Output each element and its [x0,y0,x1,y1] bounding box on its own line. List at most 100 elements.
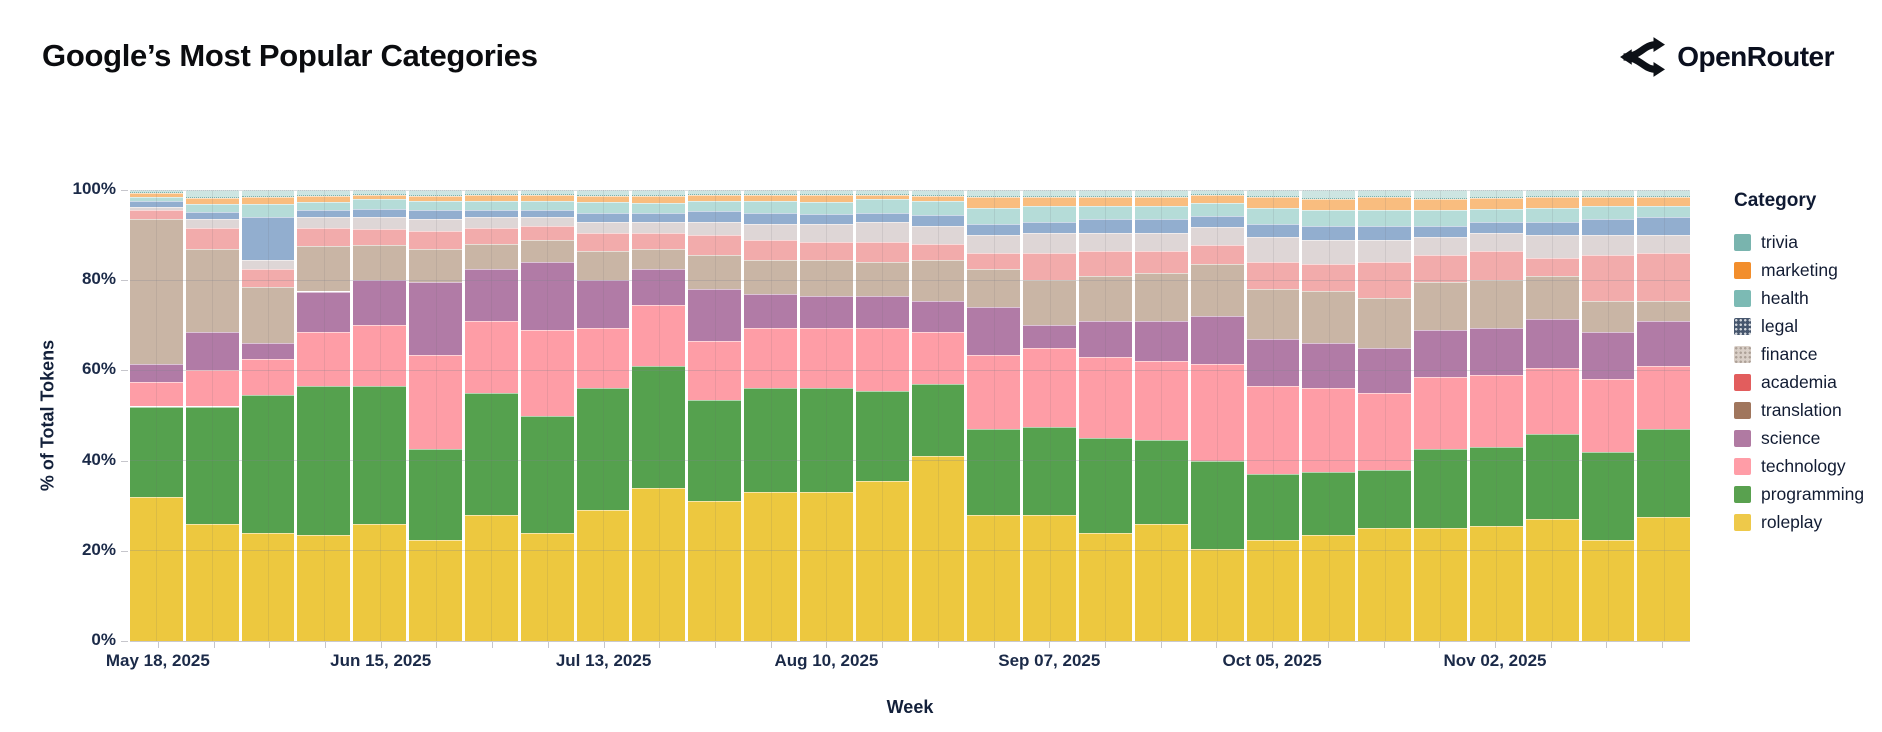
bar-segment-legal[interactable] [1023,221,1077,233]
bar-segment-trivia[interactable] [1079,190,1132,197]
bar-segment-programming[interactable] [130,406,183,497]
bar-segment-marketing[interactable] [1469,198,1523,210]
bar-segment-academia[interactable] [464,228,518,245]
bar-segment-legal[interactable] [1190,216,1244,227]
bar-segment-trivia[interactable] [1637,190,1691,197]
bar-segment-programming[interactable] [911,383,965,457]
bar-segment-health[interactable] [185,203,239,212]
bar-segment-trivia[interactable] [1358,190,1412,197]
bar-aug-17[interactable] [855,190,909,641]
bar-segment-finance[interactable] [799,223,853,242]
bar-segment-marketing[interactable] [185,198,239,204]
bar-segment-academia[interactable] [688,235,742,256]
bar-segment-legal[interactable] [799,213,853,224]
bar-segment-legal[interactable] [241,217,295,260]
bar-segment-translation[interactable] [576,250,630,281]
legend-item-health[interactable]: health [1734,284,1880,312]
bar-segment-science[interactable] [1190,316,1244,364]
bar-segment-health[interactable] [1190,202,1244,217]
bar-segment-science[interactable] [241,343,295,360]
bar-segment-marketing[interactable] [855,194,909,200]
bar-segment-technology[interactable] [911,332,965,384]
bar-segment-roleplay[interactable] [409,539,462,641]
bar-segment-legal[interactable] [1302,226,1356,240]
bar-segment-roleplay[interactable] [688,501,742,641]
bar-segment-marketing[interactable] [799,195,853,202]
bar-segment-trivia[interactable] [1302,190,1356,200]
bar-segment-trivia[interactable] [185,190,239,199]
bar-segment-technology[interactable] [576,327,630,389]
bar-aug-24[interactable] [911,190,965,641]
bar-segment-roleplay[interactable] [1469,526,1523,641]
bar-segment-marketing[interactable] [632,196,686,203]
bar-segment-translation[interactable] [1358,298,1412,348]
bar-segment-translation[interactable] [632,248,686,269]
bar-segment-legal[interactable] [353,208,407,218]
bar-segment-translation[interactable] [464,244,518,269]
bar-segment-technology[interactable] [1525,368,1579,434]
bar-segment-programming[interactable] [632,365,686,488]
bar-sep-28[interactable] [1190,190,1244,641]
bar-segment-marketing[interactable] [464,195,518,201]
bar-segment-legal[interactable] [409,210,462,220]
bar-segment-finance[interactable] [744,223,797,240]
bar-segment-legal[interactable] [967,223,1021,236]
bar-segment-science[interactable] [1469,327,1523,375]
bar-segment-science[interactable] [464,268,518,321]
bar-segment-health[interactable] [1469,209,1523,222]
bar-segment-trivia[interactable] [1414,190,1467,200]
bar-segment-academia[interactable] [1581,255,1635,301]
bar-oct-05[interactable] [1246,190,1300,641]
bar-segment-marketing[interactable] [1190,195,1244,203]
bar-segment-technology[interactable] [632,305,686,366]
bar-segment-legal[interactable] [464,210,518,218]
bar-segment-programming[interactable] [1414,449,1467,529]
bar-segment-science[interactable] [1246,338,1300,387]
bar-segment-health[interactable] [855,199,909,213]
bar-segment-trivia[interactable] [241,190,295,197]
bar-segment-finance[interactable] [576,221,630,233]
bar-segment-marketing[interactable] [409,195,462,202]
bar-segment-science[interactable] [1525,318,1579,369]
bar-segment-science[interactable] [799,296,853,328]
bar-segment-marketing[interactable] [130,193,183,197]
bar-segment-legal[interactable] [297,210,351,218]
bar-segment-trivia[interactable] [744,190,797,196]
bar-segment-marketing[interactable] [1134,196,1188,206]
bar-segment-technology[interactable] [744,327,797,389]
bar-segment-programming[interactable] [1525,433,1579,520]
bar-segment-translation[interactable] [911,259,965,301]
bar-segment-technology[interactable] [1190,363,1244,461]
bar-segment-translation[interactable] [1246,289,1300,339]
bar-segment-marketing[interactable] [688,195,742,201]
bar-segment-programming[interactable] [297,386,351,536]
bar-segment-finance[interactable] [130,207,183,211]
bar-segment-marketing[interactable] [520,195,574,202]
bar-segment-marketing[interactable] [1581,196,1635,206]
bar-segment-technology[interactable] [688,341,742,400]
bar-segment-trivia[interactable] [353,190,407,195]
bar-segment-technology[interactable] [1079,356,1132,439]
bar-segment-translation[interactable] [1637,300,1691,321]
bar-segment-trivia[interactable] [911,190,965,196]
bar-segment-technology[interactable] [241,359,295,396]
bar-segment-health[interactable] [1581,205,1635,220]
bar-segment-technology[interactable] [353,325,407,387]
bar-segment-finance[interactable] [688,221,742,236]
bar-segment-finance[interactable] [241,259,295,269]
bar-segment-technology[interactable] [1246,386,1300,475]
bar-segment-science[interactable] [1637,320,1691,366]
bar-segment-finance[interactable] [911,226,965,245]
bar-segment-technology[interactable] [464,320,518,393]
legend-item-programming[interactable]: programming [1734,480,1880,508]
bar-segment-finance[interactable] [1134,232,1188,251]
bar-segment-marketing[interactable] [1358,196,1412,211]
bar-segment-health[interactable] [1302,210,1356,227]
bar-segment-marketing[interactable] [241,196,295,204]
bar-segment-finance[interactable] [1525,235,1579,258]
bar-jun-29[interactable] [464,190,518,641]
legend-item-technology[interactable]: technology [1734,452,1880,480]
bar-segment-science[interactable] [1358,347,1412,393]
bar-segment-science[interactable] [1414,329,1467,378]
bar-segment-science[interactable] [1023,325,1077,348]
